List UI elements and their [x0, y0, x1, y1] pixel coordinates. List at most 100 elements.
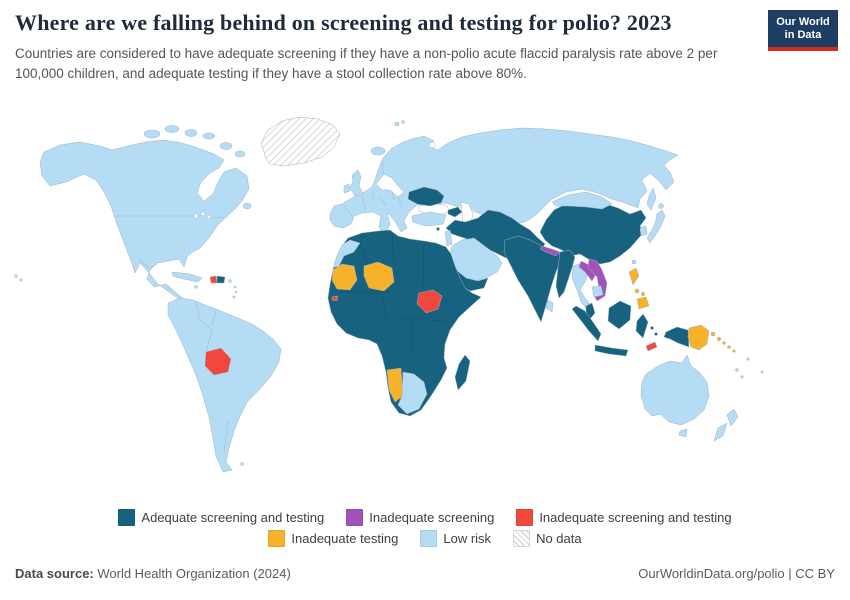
region-taiwan[interactable]: [631, 259, 637, 265]
region-philippines[interactable]: [634, 288, 640, 294]
region-uk[interactable]: [349, 169, 364, 197]
region-arctic-islands[interactable]: [202, 132, 216, 140]
region-arctic-islands[interactable]: [234, 150, 246, 158]
region-south-america[interactable]: [167, 297, 282, 473]
region-philippines[interactable]: [628, 267, 640, 286]
owid-logo[interactable]: Our World in Data: [768, 10, 838, 51]
region-europe-russia[interactable]: [329, 127, 679, 237]
region-iceland[interactable]: [370, 146, 386, 156]
region-dominican-republic[interactable]: [216, 275, 226, 284]
region-cuba[interactable]: [171, 271, 203, 283]
region-ukraine[interactable]: [407, 186, 445, 207]
region-falkland-islands[interactable]: [240, 462, 244, 466]
region-newfoundland[interactable]: [242, 202, 252, 210]
region-caucasus[interactable]: [447, 206, 463, 218]
region-bolivia[interactable]: [204, 347, 232, 376]
legend-label: Adequate screening and testing: [141, 510, 325, 525]
legend-item-inadequate-both[interactable]: Inadequate screening and testing: [516, 509, 732, 526]
legend-item-low-risk[interactable]: Low risk: [420, 530, 491, 547]
region-papua-new-guinea[interactable]: [710, 331, 716, 337]
region-south-korea[interactable]: [639, 225, 648, 237]
region-lesser-antilles[interactable]: [233, 285, 237, 289]
region-mongolia[interactable]: [551, 191, 613, 210]
white-sea: [428, 141, 436, 149]
region-botswana-south-africa[interactable]: [397, 371, 428, 415]
region-papua-new-guinea[interactable]: [716, 336, 722, 342]
data-source: Data source: World Health Organization (…: [15, 566, 291, 581]
region-south-sudan[interactable]: [416, 289, 443, 314]
region-svalbard[interactable]: [394, 121, 400, 127]
region-pacific-islands[interactable]: [746, 357, 750, 361]
region-mauritania[interactable]: [331, 263, 358, 291]
region-sri-lanka[interactable]: [545, 299, 554, 313]
region-niger[interactable]: [363, 261, 395, 292]
legend-item-adequate[interactable]: Adequate screening and testing: [118, 509, 324, 526]
region-maluku[interactable]: [650, 326, 654, 330]
region-arctic-islands[interactable]: [184, 129, 198, 137]
region-jamaica[interactable]: [194, 285, 198, 289]
region-ireland[interactable]: [343, 183, 351, 194]
legend-row-1: Adequate screening and testing Inadequat…: [118, 509, 732, 526]
page-subtitle: Countries are considered to have adequat…: [15, 46, 718, 81]
region-malay-peninsula[interactable]: [585, 302, 596, 320]
region-solomon-islands[interactable]: [727, 345, 731, 349]
legend-item-no-data[interactable]: No data: [513, 530, 582, 547]
region-tasmania[interactable]: [678, 428, 688, 438]
legend-label: Inadequate screening and testing: [539, 510, 732, 525]
region-puerto-rico[interactable]: [228, 279, 232, 283]
region-japan[interactable]: [658, 203, 664, 209]
region-borneo[interactable]: [607, 300, 632, 330]
region-arctic-islands[interactable]: [143, 129, 161, 139]
region-new-zealand[interactable]: [713, 422, 728, 442]
region-lesser-antilles[interactable]: [232, 295, 236, 299]
legend-item-inadequate-screening[interactable]: Inadequate screening: [346, 509, 494, 526]
region-lesser-antilles[interactable]: [234, 290, 238, 294]
region-hawaii[interactable]: [14, 274, 18, 278]
region-pacific-islands[interactable]: [735, 368, 739, 372]
region-cambodia[interactable]: [591, 285, 604, 298]
region-new-zealand[interactable]: [726, 408, 739, 427]
region-maluku[interactable]: [654, 332, 658, 336]
region-india[interactable]: [503, 235, 573, 323]
south-america-borders: [195, 301, 229, 456]
region-arctic-islands[interactable]: [219, 142, 233, 150]
region-west-papua[interactable]: [663, 326, 690, 348]
region-cyprus[interactable]: [436, 227, 440, 231]
us-mexico-border: [138, 258, 158, 269]
region-arabia[interactable]: [449, 237, 503, 282]
region-namibia[interactable]: [386, 367, 404, 403]
region-solomon-islands[interactable]: [722, 341, 726, 345]
region-sumatra[interactable]: [571, 305, 602, 342]
region-arctic-islands[interactable]: [164, 125, 180, 133]
region-israel-jordan[interactable]: [444, 229, 453, 247]
world-map: [8, 110, 842, 506]
region-pacific-islands[interactable]: [740, 375, 744, 379]
region-japan[interactable]: [646, 209, 666, 244]
region-philippines[interactable]: [636, 296, 650, 310]
region-myanmar[interactable]: [555, 249, 576, 299]
region-java[interactable]: [594, 344, 629, 357]
region-turkey[interactable]: [411, 211, 447, 227]
great-lakes: [206, 214, 212, 220]
region-papua-new-guinea[interactable]: [687, 324, 710, 351]
region-haiti[interactable]: [209, 275, 218, 284]
region-timor-leste[interactable]: [645, 341, 658, 352]
legend-item-inadequate-testing[interactable]: Inadequate testing: [268, 530, 398, 547]
region-svalbard[interactable]: [401, 120, 405, 124]
region-nepal[interactable]: [539, 245, 561, 257]
region-australia[interactable]: [640, 354, 710, 426]
region-pacific-islands[interactable]: [760, 370, 764, 374]
region-greenland[interactable]: [260, 116, 341, 167]
region-philippines[interactable]: [640, 291, 646, 297]
region-sulawesi[interactable]: [635, 313, 649, 339]
region-north-america[interactable]: [39, 139, 250, 318]
owid-link[interactable]: OurWorldinData.org/polio | CC BY: [638, 566, 835, 581]
region-morocco[interactable]: [332, 239, 361, 269]
region-solomon-islands[interactable]: [732, 349, 736, 353]
region-guinea-bissau[interactable]: [331, 295, 339, 302]
region-hawaii[interactable]: [19, 278, 23, 282]
region-madagascar[interactable]: [454, 354, 471, 391]
page-title: Where are we falling behind on screening…: [15, 10, 672, 35]
legend-swatch-low-risk: [420, 530, 438, 547]
region-sakhalin[interactable]: [646, 187, 657, 211]
